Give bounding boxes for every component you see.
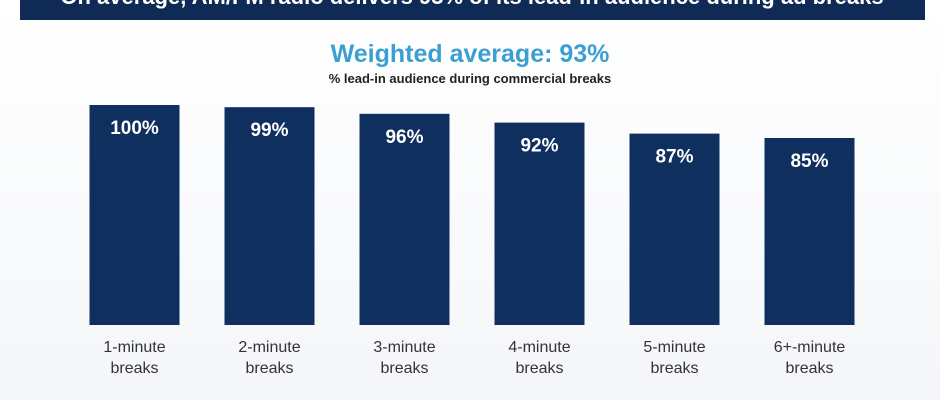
bar	[359, 113, 450, 325]
value-label: 87%	[655, 147, 693, 168]
value-label: 100%	[110, 118, 159, 139]
value-label: 85%	[790, 151, 828, 172]
bar	[224, 107, 315, 325]
value-label: 99%	[250, 120, 288, 141]
bar	[629, 133, 720, 325]
x-tick-label: 6+-minute breaks	[773, 339, 846, 377]
chart-title: Weighted average: 93%	[331, 40, 610, 68]
bar	[494, 122, 585, 325]
x-tick-label: 3-minute breaks	[373, 339, 436, 377]
chart-subtitle: % lead-in audience during commercial bre…	[329, 71, 611, 86]
x-tick-label: 2-minute breaks	[238, 339, 301, 377]
x-tick-label: 5-minute breaks	[643, 339, 706, 377]
x-tick-label: 4-minute breaks	[508, 339, 571, 377]
value-label: 96%	[385, 127, 423, 148]
x-tick-label: 1-minute breaks	[103, 339, 166, 377]
banner-bg	[20, 0, 925, 20]
bar	[764, 138, 855, 325]
banner-text: On average, AM/FM radio delivers 93% of …	[60, 0, 883, 9]
value-label: 92%	[520, 136, 558, 157]
bar	[89, 105, 180, 325]
